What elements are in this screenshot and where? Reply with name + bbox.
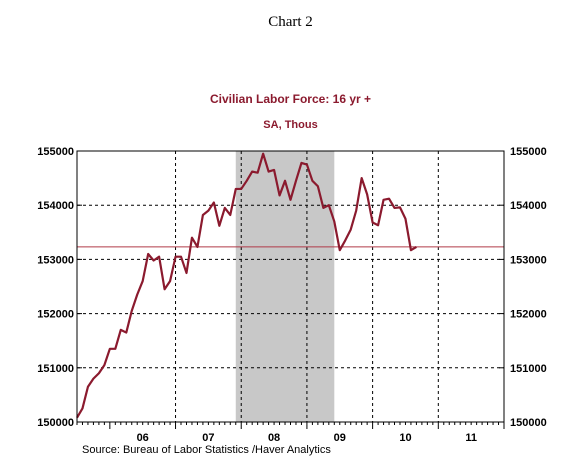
x-tick-label: 07 [202,432,214,444]
y-tick-label-left: 151000 [37,363,74,375]
y-tick-label-left: 154000 [37,200,74,212]
chart-title: Civilian Labor Force: 16 yr + [209,92,372,106]
y-tick-label-right: 154000 [510,200,547,212]
recession-band-layer [235,151,335,422]
y-tick-label-right: 155000 [510,146,547,158]
y-tick-label-left: 150000 [37,417,74,429]
chart-subtitle: SA, Thous [263,119,318,131]
series-line [76,152,417,419]
series-layer [76,152,417,419]
axis-layer [76,150,505,429]
y-tick-label-right: 150000 [510,417,547,429]
y-tick-label-left: 152000 [37,309,74,321]
y-tick-label-left: 153000 [37,254,74,266]
x-tick-label: 08 [268,432,280,444]
tick-label-layer: 150000 150000 151000 151000 152000 152000 1530… [37,146,546,444]
y-tick-label-right: 151000 [510,363,547,375]
recession-band [235,151,335,422]
source-note: Source: Bureau of Labor Statistics /Have… [82,444,331,456]
y-tick-label-right: 152000 [510,309,547,321]
x-tick-label: 10 [399,432,411,444]
x-tick-label: 11 [465,432,477,444]
y-tick-label-left: 155000 [37,146,74,158]
y-tick-label-right: 153000 [510,254,547,266]
x-tick-label: 09 [334,432,346,444]
page-title: Chart 2 [268,14,313,30]
x-tick-label: 06 [137,432,149,444]
grid-layer [77,151,504,422]
